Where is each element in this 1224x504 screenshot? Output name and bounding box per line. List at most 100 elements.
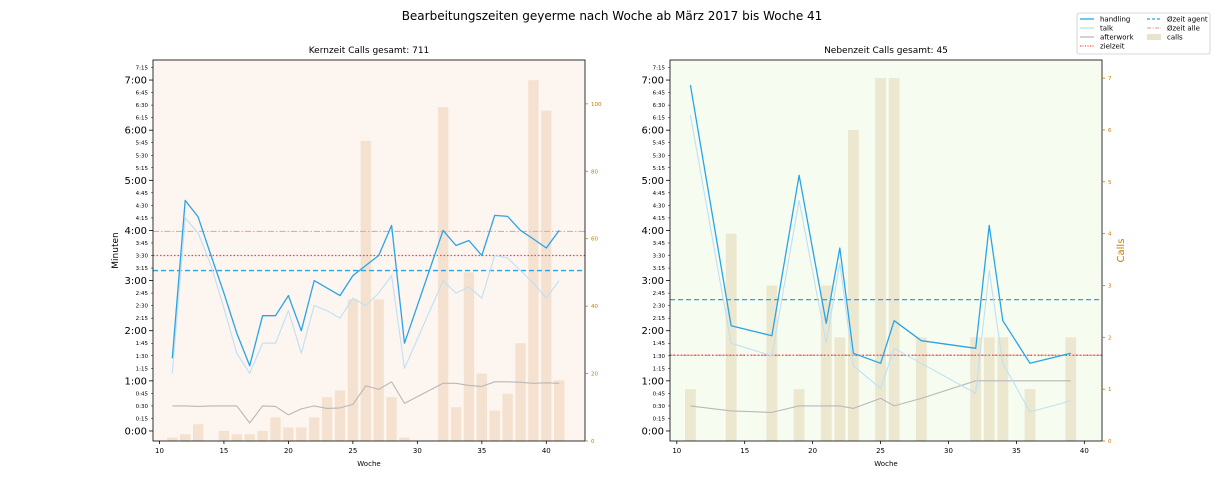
- y-major-tick-label: 1:00: [125, 376, 147, 387]
- calls-bar: [1024, 389, 1036, 441]
- x-axis-label: Woche: [874, 460, 897, 468]
- y2-tick-label: 5: [1108, 180, 1112, 186]
- calls-bar: [820, 285, 832, 441]
- y-minor-tick-label: 6:15: [136, 116, 149, 122]
- calls-bar: [725, 233, 737, 441]
- y-minor-tick-label: 3:45: [136, 241, 149, 247]
- x-tick-label: 10: [155, 447, 164, 455]
- y-major-tick-label: 3:00: [642, 276, 664, 287]
- x-tick-label: 35: [1012, 447, 1021, 455]
- calls-bar: [244, 434, 255, 441]
- y-minor-tick-label: 4:15: [136, 216, 149, 222]
- y-minor-tick-label: 6:45: [653, 91, 666, 97]
- legend-swatch: [1147, 34, 1161, 40]
- calls-bar: [399, 437, 410, 441]
- calls-bar: [915, 337, 927, 441]
- y-minor-tick-label: 4:45: [136, 191, 149, 197]
- y-minor-tick-label: 3:30: [136, 254, 149, 260]
- y2-tick-label: 3: [1108, 283, 1112, 289]
- y-minor-tick-label: 5:15: [136, 166, 149, 172]
- legend: handling Øzeit agent talk Øzeit alle afterwo…: [1076, 12, 1211, 55]
- legend-label: talk: [1100, 25, 1114, 33]
- panel-title: Kernzeit Calls gesamt: 711: [309, 46, 430, 56]
- x-tick-label: 25: [348, 447, 357, 455]
- calls-bar: [541, 110, 552, 441]
- x-tick-label: 35: [477, 447, 486, 455]
- x-tick-label: 30: [944, 447, 953, 455]
- y-minor-tick-label: 0:45: [653, 391, 666, 397]
- y-minor-tick-label: 5:45: [653, 141, 666, 147]
- y-minor-tick-label: 0:45: [136, 391, 149, 397]
- calls-bar: [192, 424, 204, 441]
- calls-bar: [437, 107, 449, 441]
- y2-tick-label: 20: [591, 372, 598, 378]
- y-major-tick-label: 6:00: [642, 126, 664, 137]
- y2-tick-label: 40: [591, 304, 598, 310]
- afterwork-line: [172, 381, 560, 424]
- calls-bar: [231, 434, 242, 441]
- calls-bar: [528, 80, 539, 441]
- y-minor-tick-label: 4:15: [653, 216, 666, 222]
- calls-bar: [373, 299, 384, 441]
- y-minor-tick-label: 5:15: [653, 166, 666, 172]
- plot-frame: [669, 59, 1103, 442]
- y-minor-tick-label: 1:30: [136, 354, 149, 360]
- x-tick-label: 40: [542, 447, 551, 455]
- y-minor-tick-label: 0:15: [136, 416, 149, 422]
- y2-tick-label: 7: [1108, 76, 1112, 82]
- calls-bar: [270, 417, 281, 441]
- y-major-tick-label: 7:00: [642, 76, 664, 87]
- y2-tick-label: 80: [591, 169, 598, 175]
- x-tick-label: 15: [740, 447, 749, 455]
- legend-label: Øzeit alle: [1167, 25, 1200, 33]
- calls-bar: [360, 140, 371, 441]
- calls-bar: [847, 129, 859, 441]
- y-major-tick-label: 4:00: [125, 226, 147, 237]
- y2-tick-label: 100: [591, 102, 602, 108]
- x-axis-label: Woche: [357, 460, 380, 468]
- y-minor-tick-label: 2:45: [653, 291, 666, 297]
- y-minor-tick-label: 5:30: [653, 153, 666, 159]
- x-tick-label: 20: [284, 447, 293, 455]
- calls-bar: [875, 78, 886, 442]
- calls-bar: [218, 430, 230, 441]
- x-tick-label: 15: [219, 447, 228, 455]
- y-minor-tick-label: 1:45: [136, 341, 149, 347]
- y-minor-tick-label: 3:30: [653, 254, 666, 260]
- y-major-tick-label: 0:00: [642, 426, 664, 437]
- calls-bar: [257, 430, 268, 441]
- legend-label: calls: [1167, 34, 1183, 42]
- y-minor-tick-label: 0:15: [653, 416, 666, 422]
- calls-bar: [386, 397, 397, 441]
- calls-bar: [296, 427, 307, 441]
- y-minor-tick-label: 2:15: [136, 316, 149, 322]
- calls-bar: [684, 389, 696, 441]
- afterwork-line: [690, 380, 1071, 413]
- y-major-tick-label: 5:00: [125, 176, 147, 187]
- y-minor-tick-label: 6:30: [136, 103, 149, 109]
- calls-bar: [515, 343, 526, 441]
- y-minor-tick-label: 5:45: [136, 141, 149, 147]
- y-minor-tick-label: 4:45: [653, 191, 666, 197]
- y-axis-label: Minuten: [111, 232, 121, 268]
- plot-frame: [152, 59, 586, 442]
- y-minor-tick-label: 7:15: [653, 66, 666, 72]
- left-panel: 0:15 0:30 0:45 1:15 1:30 1:45 2:15 2:30 2:45 3:15…: [111, 46, 602, 468]
- y-minor-tick-label: 1:30: [653, 354, 666, 360]
- y-minor-tick-label: 2:30: [653, 304, 666, 310]
- y2-tick-label: 6: [1108, 128, 1112, 134]
- y-minor-tick-label: 3:15: [136, 266, 149, 272]
- y-major-tick-label: 1:00: [642, 376, 664, 387]
- y-minor-tick-label: 2:30: [136, 304, 149, 310]
- figure-title: Bearbeitungszeiten geyerme nach Woche ab…: [402, 9, 823, 23]
- y-minor-tick-label: 3:15: [653, 266, 666, 272]
- calls-bar: [834, 337, 846, 441]
- x-tick-label: 25: [876, 447, 885, 455]
- talk-line: [171, 217, 560, 374]
- y-minor-tick-label: 6:30: [653, 103, 666, 109]
- y-minor-tick-label: 5:30: [136, 153, 149, 159]
- y2-tick-label: 2: [1108, 335, 1112, 341]
- legend-box: [1076, 12, 1211, 55]
- y-minor-tick-label: 3:45: [653, 241, 666, 247]
